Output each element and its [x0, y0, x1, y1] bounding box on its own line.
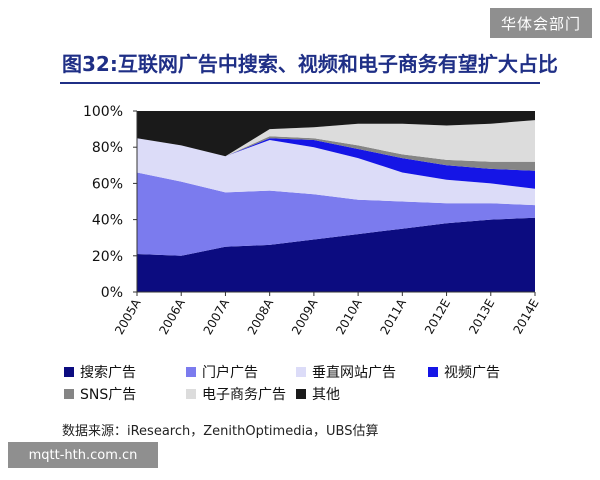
area-series-0: [137, 217, 535, 292]
y-tick-label: 100%: [83, 104, 123, 120]
legend-item: 垂直网站广告: [296, 362, 396, 382]
legend-item: 其他: [296, 384, 340, 404]
area-series-3: [137, 138, 535, 189]
area-series-5: [137, 120, 535, 162]
area-series-1: [137, 172, 535, 256]
source-note: 数据来源：iResearch，ZenithOptimedia，UBS估算: [62, 424, 379, 439]
legend-swatch: [296, 367, 306, 377]
legend-label: 垂直网站广告: [312, 365, 396, 381]
y-tick-label: 60%: [92, 176, 123, 192]
x-tick-label: 2013E: [466, 297, 497, 337]
legend-item: 电子商务广告: [186, 384, 286, 404]
legend-swatch: [64, 367, 74, 377]
legend-swatch: [186, 389, 196, 399]
legend-label: 电子商务广告: [202, 387, 286, 403]
legend-label: 其他: [312, 387, 340, 403]
chart-title: 图32:互联网广告中搜索、视频和电子商务有望扩大占比: [62, 52, 558, 76]
legend-label: 搜索广告: [80, 365, 136, 381]
legend-swatch: [428, 367, 438, 377]
x-tick-label: 2007A: [201, 296, 233, 337]
area-series-4: [137, 136, 535, 171]
watermark-badge-bottom: mqtt-hth.com.cn: [8, 442, 158, 468]
legend-item: 视频广告: [428, 362, 500, 382]
legend-item: SNS广告: [64, 384, 136, 404]
area-series-6: [137, 111, 535, 157]
y-tick-label: 40%: [92, 213, 123, 229]
x-tick-label: 2005A: [112, 296, 144, 337]
watermark-badge-top: 华体会部门: [490, 8, 592, 38]
y-tick-label: 80%: [92, 140, 123, 156]
x-tick-label: 2008A: [245, 296, 277, 337]
legend-swatch: [64, 389, 74, 399]
legend-label: 视频广告: [444, 365, 500, 381]
x-tick-label: 2009A: [289, 296, 321, 337]
title-divider: [60, 82, 540, 84]
legend-item: 门户广告: [186, 362, 258, 382]
area-series-2: [137, 138, 535, 206]
legend-label: 门户广告: [202, 365, 258, 381]
legend-label: SNS广告: [80, 387, 137, 403]
y-tick-label: 0%: [101, 285, 123, 301]
x-tick-label: 2011A: [377, 296, 409, 337]
x-tick-label: 2014E: [510, 297, 541, 337]
legend-swatch: [186, 367, 196, 377]
x-tick-label: 2012E: [422, 297, 453, 337]
legend-swatch: [296, 389, 306, 399]
y-tick-label: 20%: [92, 249, 123, 265]
legend-item: 搜索广告: [64, 362, 136, 382]
x-tick-label: 2010A: [333, 296, 365, 337]
x-tick-label: 2006A: [156, 296, 188, 337]
